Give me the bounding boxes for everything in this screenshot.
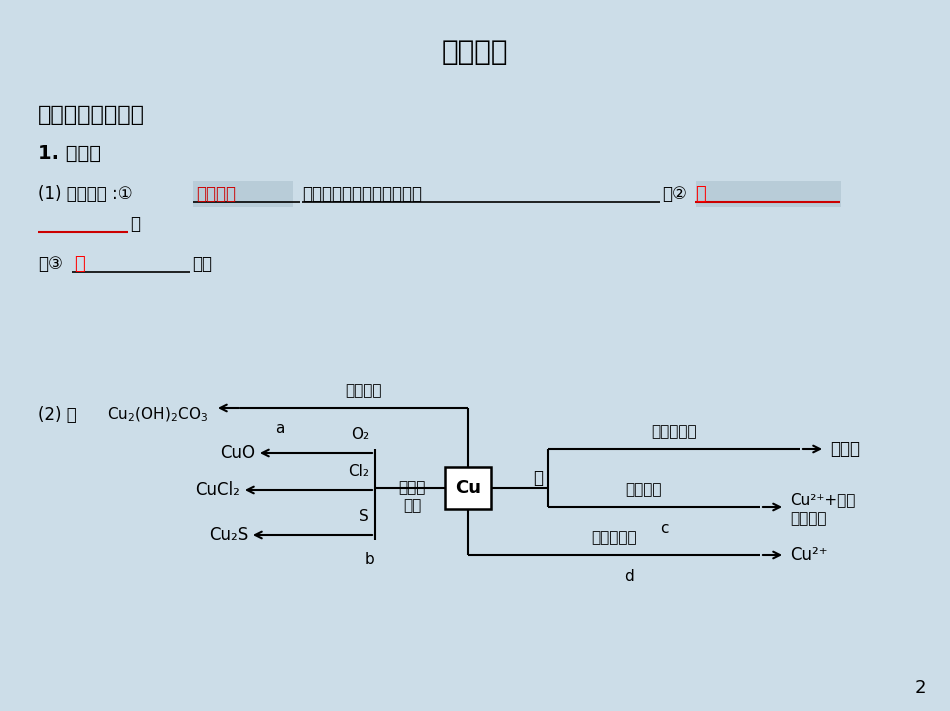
Text: S: S	[359, 509, 369, 524]
Text: 非氧化性酸: 非氧化性酸	[651, 424, 696, 439]
Text: (1) 物理性质 :①: (1) 物理性质 :①	[38, 185, 133, 203]
Text: b: b	[365, 552, 375, 567]
Text: Cu²⁺+非金: Cu²⁺+非金	[790, 493, 855, 508]
Text: 酸: 酸	[533, 469, 543, 487]
Text: c: c	[659, 521, 668, 536]
Text: Cl₂: Cl₂	[348, 464, 369, 479]
Text: CuCl₂: CuCl₂	[195, 481, 240, 499]
Text: 赤（紫）: 赤（紫）	[196, 185, 236, 203]
Text: 导③: 导③	[38, 255, 63, 273]
Text: O₂: O₂	[351, 427, 369, 442]
Text: 潮湿空气: 潮湿空气	[346, 383, 382, 398]
Bar	[445, 467, 491, 509]
Text: CuO: CuO	[220, 444, 255, 462]
Text: 色固体，具有良好的延展性: 色固体，具有良好的延展性	[302, 185, 422, 203]
Text: 热: 热	[695, 185, 706, 203]
Text: 氧化性酸: 氧化性酸	[626, 482, 662, 497]
Text: 单质: 单质	[403, 498, 421, 513]
Text: 一、铜及其化合物: 一、铜及其化合物	[38, 105, 145, 125]
Text: 2: 2	[914, 679, 925, 697]
Text: Cu²⁺: Cu²⁺	[790, 546, 827, 564]
Text: 属氧化物: 属氧化物	[790, 511, 826, 527]
Text: 不反应: 不反应	[830, 440, 860, 458]
Text: 。: 。	[130, 215, 140, 233]
Text: 教材研读: 教材研读	[442, 38, 508, 66]
Bar	[193, 181, 293, 207]
Bar	[696, 181, 841, 207]
Text: Cu$_2$(OH)$_2$CO$_3$: Cu$_2$(OH)$_2$CO$_3$	[107, 406, 208, 424]
Text: 1. 单质铜: 1. 单质铜	[38, 144, 101, 163]
Text: a: a	[276, 421, 285, 436]
Text: Cu₂S: Cu₂S	[209, 526, 248, 544]
Text: Cu: Cu	[455, 479, 481, 497]
Text: 。②: 。②	[662, 185, 687, 203]
Text: 非金属: 非金属	[398, 481, 426, 496]
Text: (2) 化: (2) 化	[38, 406, 77, 424]
Text: d: d	[624, 569, 634, 584]
Text: 性。: 性。	[192, 255, 212, 273]
Text: 某些盐溶液: 某些盐溶液	[591, 530, 636, 545]
Text: 电: 电	[74, 255, 85, 273]
